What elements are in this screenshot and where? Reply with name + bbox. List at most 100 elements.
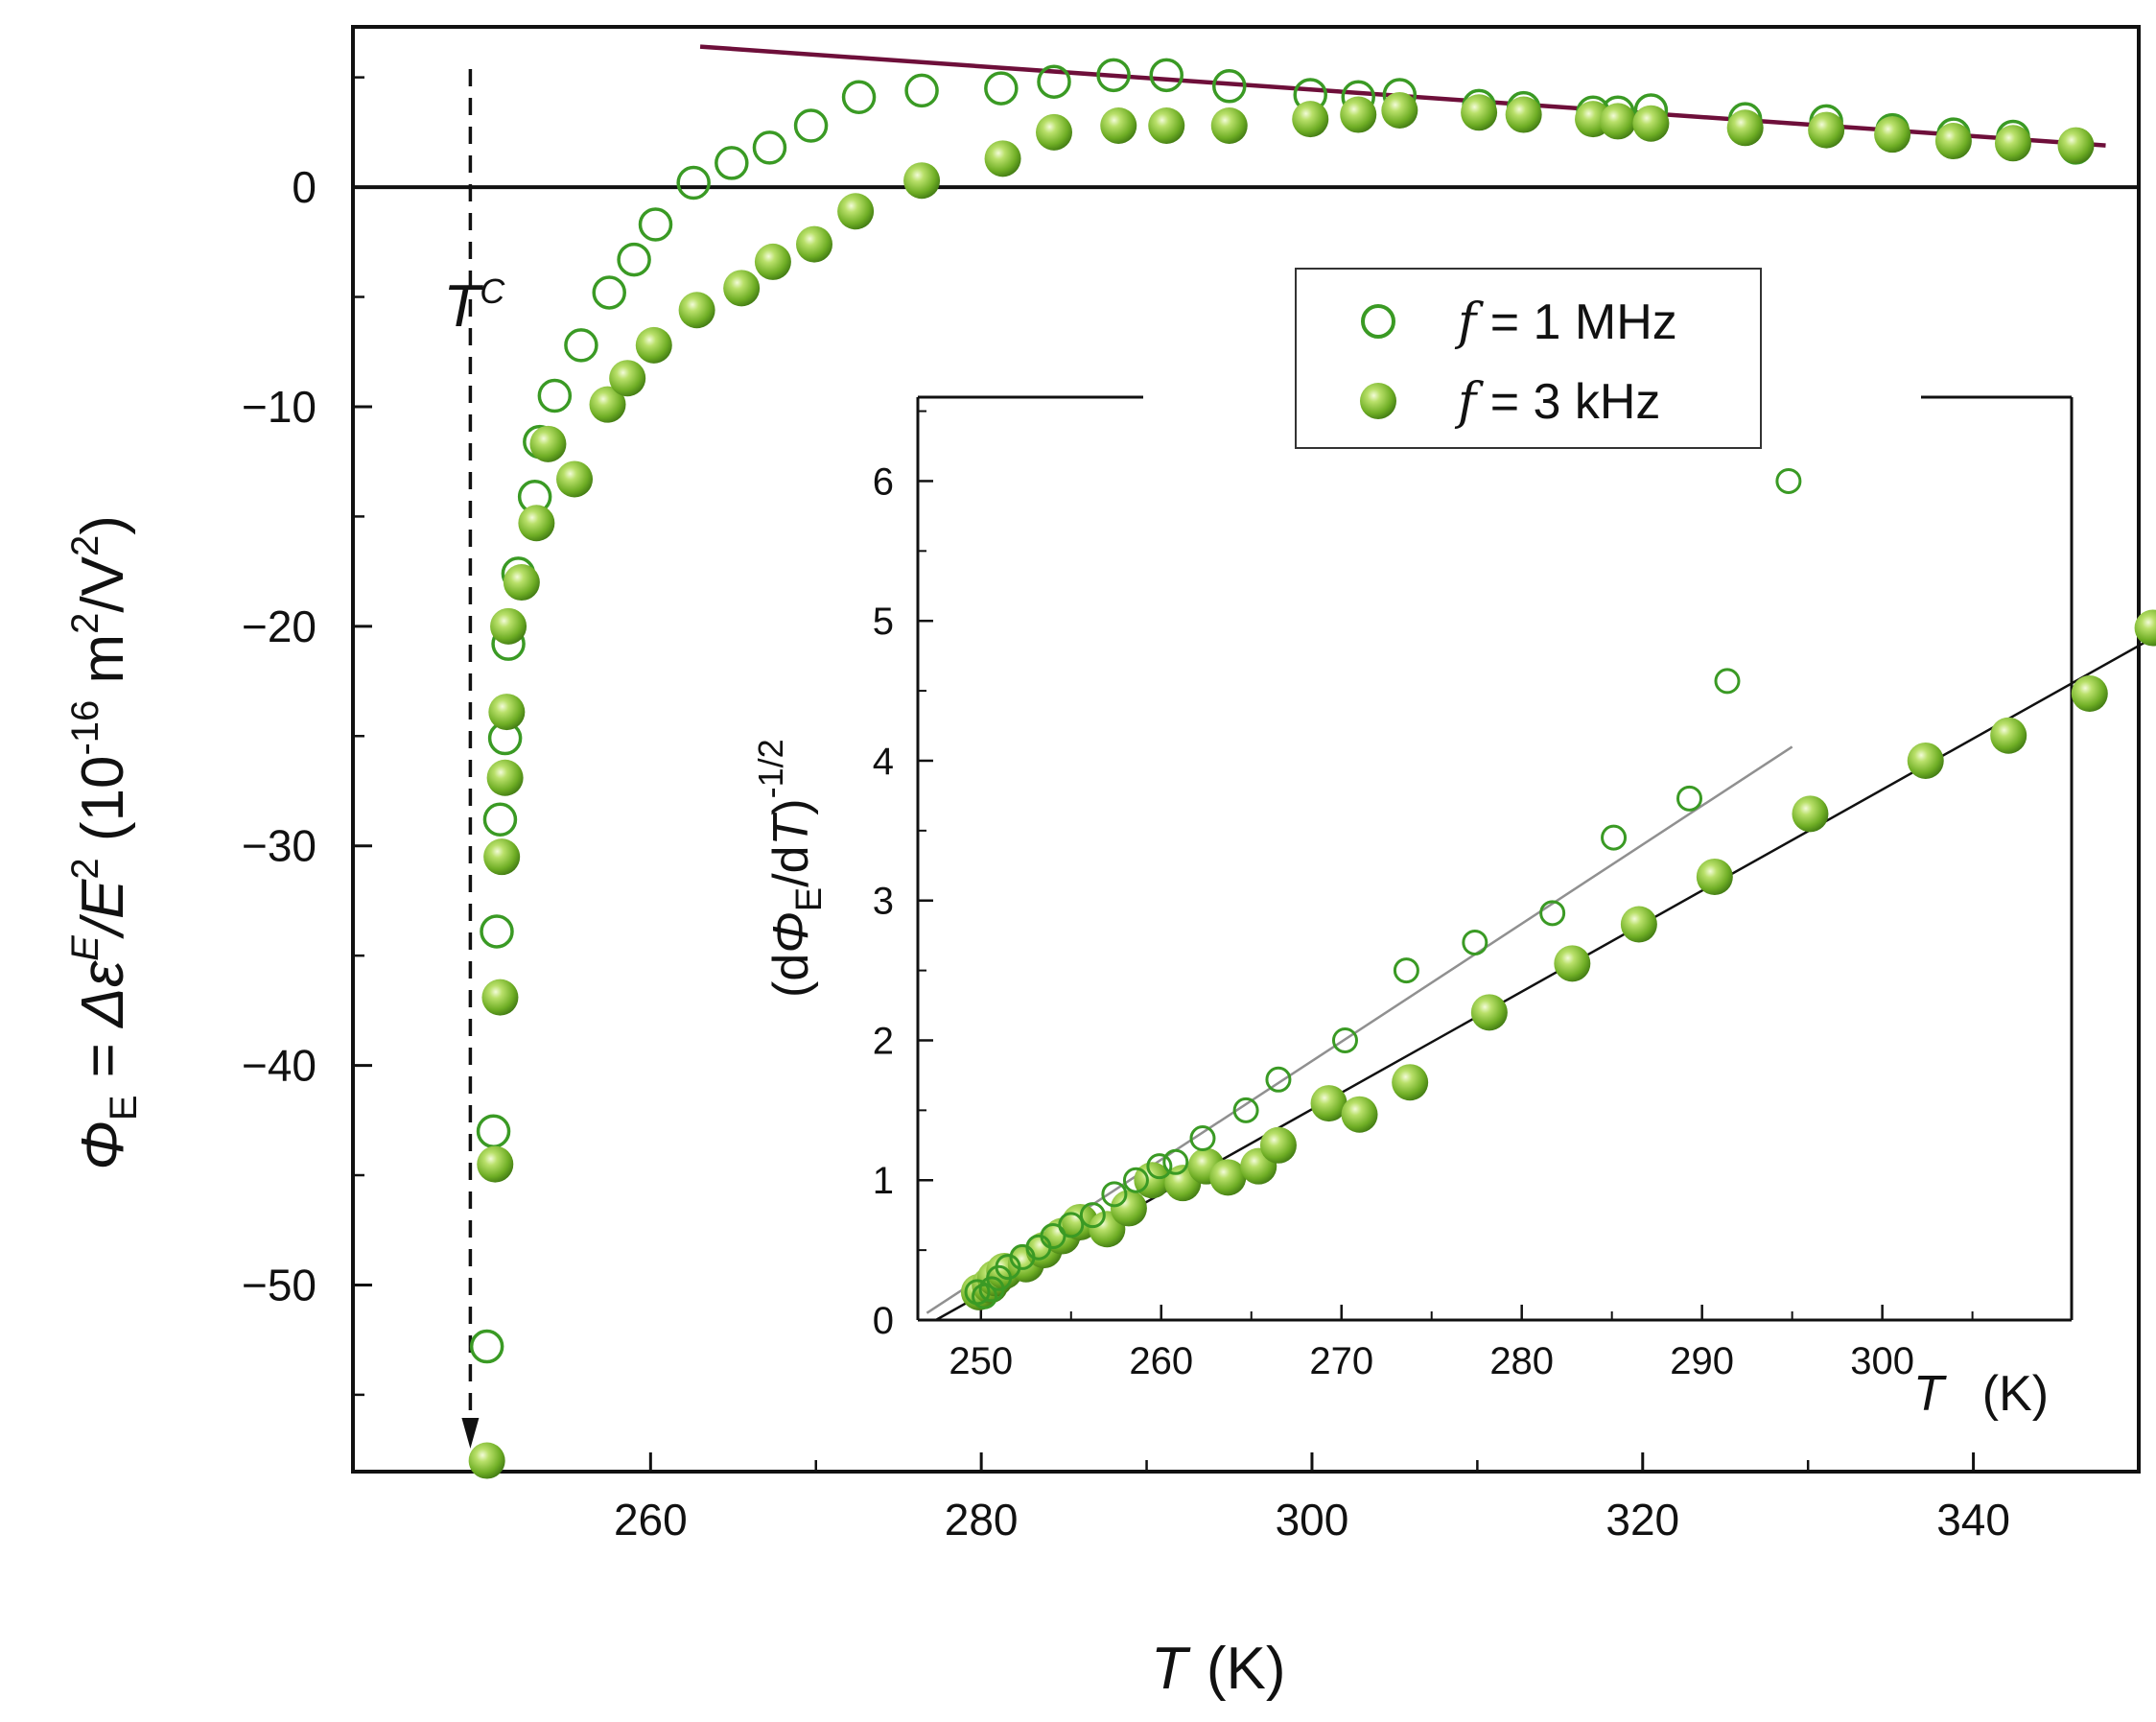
inset-y-sup: -1/2	[751, 739, 790, 798]
main-point-1mhz	[537, 378, 573, 413]
inset-background	[904, 397, 2074, 1433]
inset-y-tick-label: 4	[873, 741, 894, 783]
main-y-tick-label: −20	[242, 602, 316, 651]
inset-y-tick-label: 2	[873, 1020, 894, 1062]
main-x-tick-label: 340	[1936, 1495, 2010, 1545]
inset-y-sub: E	[789, 887, 830, 911]
inset-point-1mhz	[1189, 1125, 1216, 1152]
inset-x-tick-label: 300	[1850, 1340, 1914, 1382]
main-y-tick-label: −40	[242, 1041, 316, 1091]
y-title-phi: Φ	[70, 1120, 136, 1170]
main-point-1mhz	[638, 207, 673, 242]
main-y-tick-label: −10	[242, 382, 316, 432]
inset-point-3khz	[1470, 994, 1508, 1031]
y-title-unit-m-sup: 2	[64, 613, 106, 634]
main-point-3khz	[483, 838, 521, 876]
main-x-tick-label: 300	[1276, 1495, 1349, 1545]
inset-x-tick-label: 260	[1129, 1340, 1193, 1382]
main-point-3khz	[609, 360, 646, 397]
inset-x-tick-label: 280	[1489, 1340, 1554, 1382]
main-point-3khz	[1292, 101, 1329, 138]
inset-point-3khz	[2071, 675, 2108, 713]
inset-point-1mhz	[1714, 668, 1741, 695]
inset-point-1mhz	[1079, 1202, 1106, 1229]
main-point-3khz	[837, 193, 875, 230]
inset-x-tick-label: 250	[949, 1340, 1013, 1382]
main-point-3khz	[1505, 96, 1542, 133]
main-point-3khz	[486, 759, 524, 796]
inset-point-1mhz	[1393, 957, 1419, 984]
main-series-1mhz	[469, 58, 2094, 1364]
main-point-1mhz	[482, 802, 518, 837]
inset-point-1mhz	[1122, 1167, 1149, 1193]
main-point-1mhz	[1096, 58, 1131, 93]
main-point-3khz	[1726, 109, 1764, 147]
y-title-e-sup: 2	[64, 858, 106, 879]
main-point-3khz	[477, 1145, 514, 1183]
main-x-tick-label: 320	[1605, 1495, 1679, 1545]
main-point-1mhz	[984, 71, 1019, 106]
tc-label-sup: C	[480, 271, 505, 311]
inset-point-3khz	[1990, 717, 2027, 754]
main-point-3khz	[589, 386, 626, 423]
inset-point-1mhz	[972, 1283, 998, 1309]
main-point-3khz	[1461, 94, 1498, 131]
main-point-3khz	[1148, 106, 1185, 144]
main-point-3khz	[503, 564, 540, 602]
inset-point-1mhz	[1331, 1026, 1358, 1053]
main-y-tick-label: −50	[242, 1260, 316, 1309]
inset-y-t: T	[763, 812, 819, 845]
main-point-1mhz	[676, 165, 711, 201]
y-title-unit-v-sup: 2	[64, 535, 106, 556]
main-point-1mhz	[592, 275, 626, 310]
main-y-tick-label: 0	[292, 162, 316, 212]
main-point-3khz	[481, 979, 519, 1016]
tc-label: TC	[443, 271, 505, 340]
main-point-3khz	[529, 425, 567, 462]
inset-point-3khz	[1907, 742, 1944, 779]
tc-label-t: T	[443, 273, 483, 340]
inset-point-1mhz	[1462, 929, 1488, 955]
main-x-axis-unit: (K)	[1207, 1636, 1286, 1702]
inset-point-3khz	[1110, 1190, 1147, 1227]
y-title-unit-open: (10	[70, 756, 136, 859]
main-point-1mhz	[841, 80, 877, 114]
main-point-3khz	[488, 694, 526, 731]
inset-point-1mhz	[1058, 1212, 1085, 1238]
inset-point-1mhz	[1146, 1153, 1173, 1180]
legend-label-1mhz-rest: = 1 MHz	[1476, 295, 1677, 350]
main-point-1mhz	[1149, 58, 1183, 93]
main-point-1mhz	[1037, 64, 1071, 99]
main-point-3khz	[556, 460, 594, 498]
y-title-unit-close: )	[70, 515, 136, 535]
main-point-3khz	[1210, 106, 1248, 144]
inset-point-3khz	[1554, 945, 1591, 982]
main-point-3khz	[635, 326, 672, 364]
y-title-eps-sup: E	[64, 934, 106, 961]
inset-x-axis-var: T	[1913, 1366, 1947, 1422]
inset-point-3khz	[1696, 858, 1733, 895]
inset-point-1mhz	[1676, 785, 1703, 812]
inset-point-1mhz	[1775, 467, 1802, 494]
main-point-3khz	[723, 270, 761, 307]
main-point-1mhz	[904, 73, 939, 108]
tc-arrow-head	[461, 1418, 480, 1449]
main-point-1mhz	[469, 1329, 504, 1364]
main-point-3khz	[490, 607, 527, 645]
legend-label-3khz: f = 3 kHz	[1454, 373, 1660, 431]
inset-y-tick-label: 3	[873, 881, 894, 923]
main-point-3khz	[1934, 123, 1972, 160]
legend-marker-1mhz	[1361, 304, 1395, 339]
inset-point-1mhz	[1265, 1066, 1292, 1093]
inset-point-3khz	[1209, 1159, 1247, 1196]
inset-y-open: (d	[763, 954, 819, 998]
main-plot-frame	[351, 25, 2141, 1474]
main-point-1mhz	[752, 130, 787, 165]
main-point-1mhz	[480, 914, 514, 949]
inset-y-tick-label: 0	[873, 1300, 894, 1342]
main-series-3khz	[468, 91, 2095, 1479]
y-title-unit-m: m	[70, 634, 136, 700]
main-point-1mhz	[1212, 69, 1247, 104]
main-point-3khz	[678, 292, 715, 329]
